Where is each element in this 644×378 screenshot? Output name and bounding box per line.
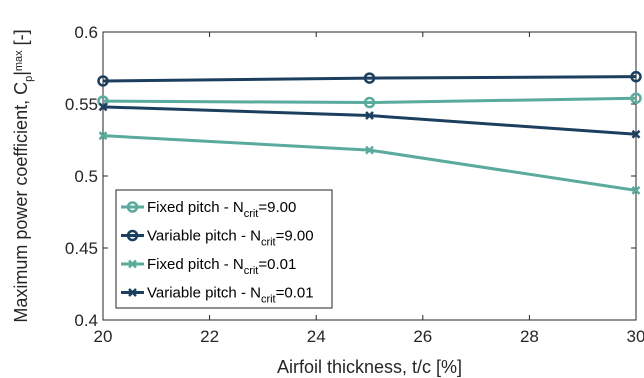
y-axis-label-sub-p: p <box>23 76 35 82</box>
legend-label: Variable pitch - Ncrit=0.01 <box>147 285 314 306</box>
series-line <box>102 134 637 192</box>
data-point <box>128 288 137 297</box>
data-point <box>128 259 137 269</box>
x-axis-label: Airfoil thickness, t/c [%] <box>277 357 462 377</box>
data-point <box>363 72 376 84</box>
y-tick-label: 0.4 <box>74 311 98 330</box>
legend: Fixed pitch - Ncrit=9.00 Variable pitch -… <box>115 189 333 309</box>
legend-item: Fixed pitch - Ncrit=0.01 <box>121 256 296 277</box>
series-3 <box>98 131 641 195</box>
data-point <box>631 186 641 195</box>
legend-item: Fixed pitch - Ncrit=9.00 <box>121 199 296 220</box>
legend-item: Variable pitch - Ncrit=0.01 <box>121 285 314 306</box>
data-point <box>98 102 108 112</box>
series-2 <box>97 70 642 87</box>
legend-box <box>115 189 333 309</box>
y-tick-label: 0.45 <box>65 239 98 258</box>
data-point <box>365 111 374 120</box>
y-axis-label-unit: [-] <box>11 29 31 50</box>
series-lines <box>97 70 642 195</box>
x-tick-label: 20 <box>94 327 113 346</box>
x-tick-label: 26 <box>413 327 432 346</box>
series-4 <box>98 102 641 139</box>
y-tick-label: 0.55 <box>65 95 98 114</box>
data-point <box>363 96 376 109</box>
data-point <box>126 201 139 213</box>
y-tick-label: 0.5 <box>74 167 98 186</box>
series-line <box>102 75 637 83</box>
x-tick-label: 22 <box>200 327 219 346</box>
y-axis-label-sub-max: max <box>13 50 25 71</box>
data-point <box>630 92 642 104</box>
legend-label: Fixed pitch - Ncrit=0.01 <box>147 256 296 277</box>
x-tick-label: 24 <box>307 327 326 346</box>
y-axis-label-bar: | <box>11 71 31 76</box>
series-line <box>102 96 637 105</box>
data-point <box>630 70 642 83</box>
y-axis-label-main: Maximum power coefficient, C <box>11 82 31 323</box>
series-1 <box>97 92 642 109</box>
axes: 20 22 24 26 28 30 0.4 0.45 0.5 0.55 0.6 <box>65 23 644 346</box>
x-tick-label: 28 <box>520 327 539 346</box>
legend-item: Variable pitch - Ncrit=9.00 <box>121 228 314 249</box>
x-tick-label: 30 <box>627 327 644 346</box>
series-line <box>102 105 637 136</box>
data-point <box>98 131 108 141</box>
data-point <box>126 229 139 242</box>
y-axis-label: Maximum power coefficient, Cp|max [-] <box>11 29 35 322</box>
legend-label: Fixed pitch - Ncrit=9.00 <box>147 199 296 220</box>
y-tick-label: 0.6 <box>74 23 98 42</box>
data-point <box>631 129 641 139</box>
data-point <box>97 75 109 87</box>
legend-label: Variable pitch - Ncrit=9.00 <box>147 228 314 249</box>
data-point <box>365 145 374 155</box>
